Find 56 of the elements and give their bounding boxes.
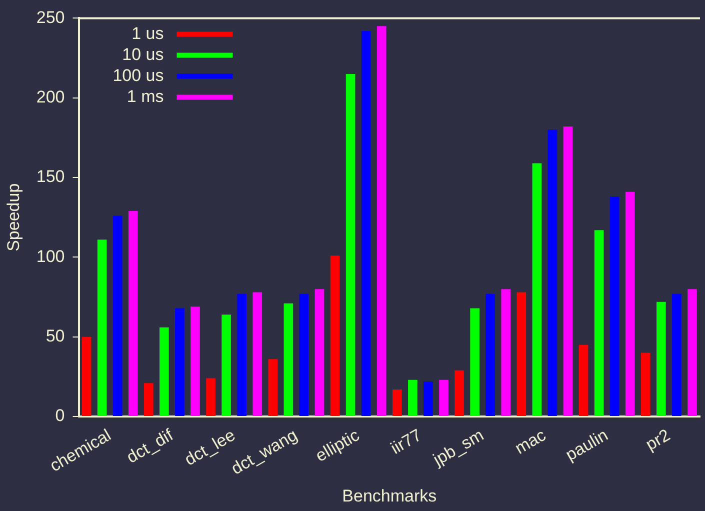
y-tick-label: 200 (36, 88, 65, 107)
bar (672, 294, 682, 416)
bar (470, 308, 480, 416)
bar (97, 240, 107, 416)
x-tick-label: mac (512, 425, 550, 458)
bar (454, 370, 464, 416)
bar (206, 378, 216, 416)
bar (237, 294, 246, 416)
x-axis-title: Benchmarks (342, 486, 437, 506)
bar (594, 230, 604, 416)
bar (284, 303, 294, 416)
x-tick-label: iir77 (387, 425, 425, 458)
bar (346, 74, 356, 416)
bar (424, 381, 433, 416)
x-tick-label: pr2 (642, 425, 674, 454)
bar (640, 352, 650, 416)
bar (222, 314, 231, 416)
bar (144, 383, 154, 416)
bar (625, 192, 635, 416)
bar (610, 196, 620, 416)
bar (299, 294, 309, 416)
legend-label: 1 us (132, 24, 164, 43)
bar (578, 344, 588, 416)
legend-label: 1 ms (126, 86, 164, 106)
bar (82, 336, 92, 416)
y-tick-label: 150 (36, 167, 65, 186)
bar (532, 163, 542, 416)
bar (392, 389, 402, 416)
bar (268, 359, 278, 416)
y-tick-label: 0 (55, 406, 65, 426)
y-tick-label: 50 (46, 326, 65, 346)
bar (501, 289, 511, 416)
bar (314, 289, 324, 416)
bar (361, 30, 371, 416)
bar (128, 211, 138, 416)
bar (656, 302, 666, 416)
bar (408, 380, 418, 416)
bar (112, 216, 122, 416)
bar (252, 292, 262, 416)
bar (175, 308, 184, 416)
bar (548, 130, 558, 416)
legend-label: 100 us (112, 66, 164, 85)
bar (563, 126, 573, 416)
bar (160, 327, 169, 416)
x-tick-label: elliptic (312, 425, 364, 466)
bar (486, 294, 495, 416)
bar (330, 256, 340, 416)
bar (190, 306, 200, 416)
bar (516, 292, 526, 416)
bar (376, 26, 386, 416)
y-tick-label: 100 (36, 246, 65, 266)
bar (439, 380, 448, 416)
legend-label: 10 us (122, 44, 164, 64)
y-tick-label: 250 (36, 8, 65, 27)
y-axis-title: Speedup (4, 183, 23, 252)
bar (688, 289, 697, 416)
